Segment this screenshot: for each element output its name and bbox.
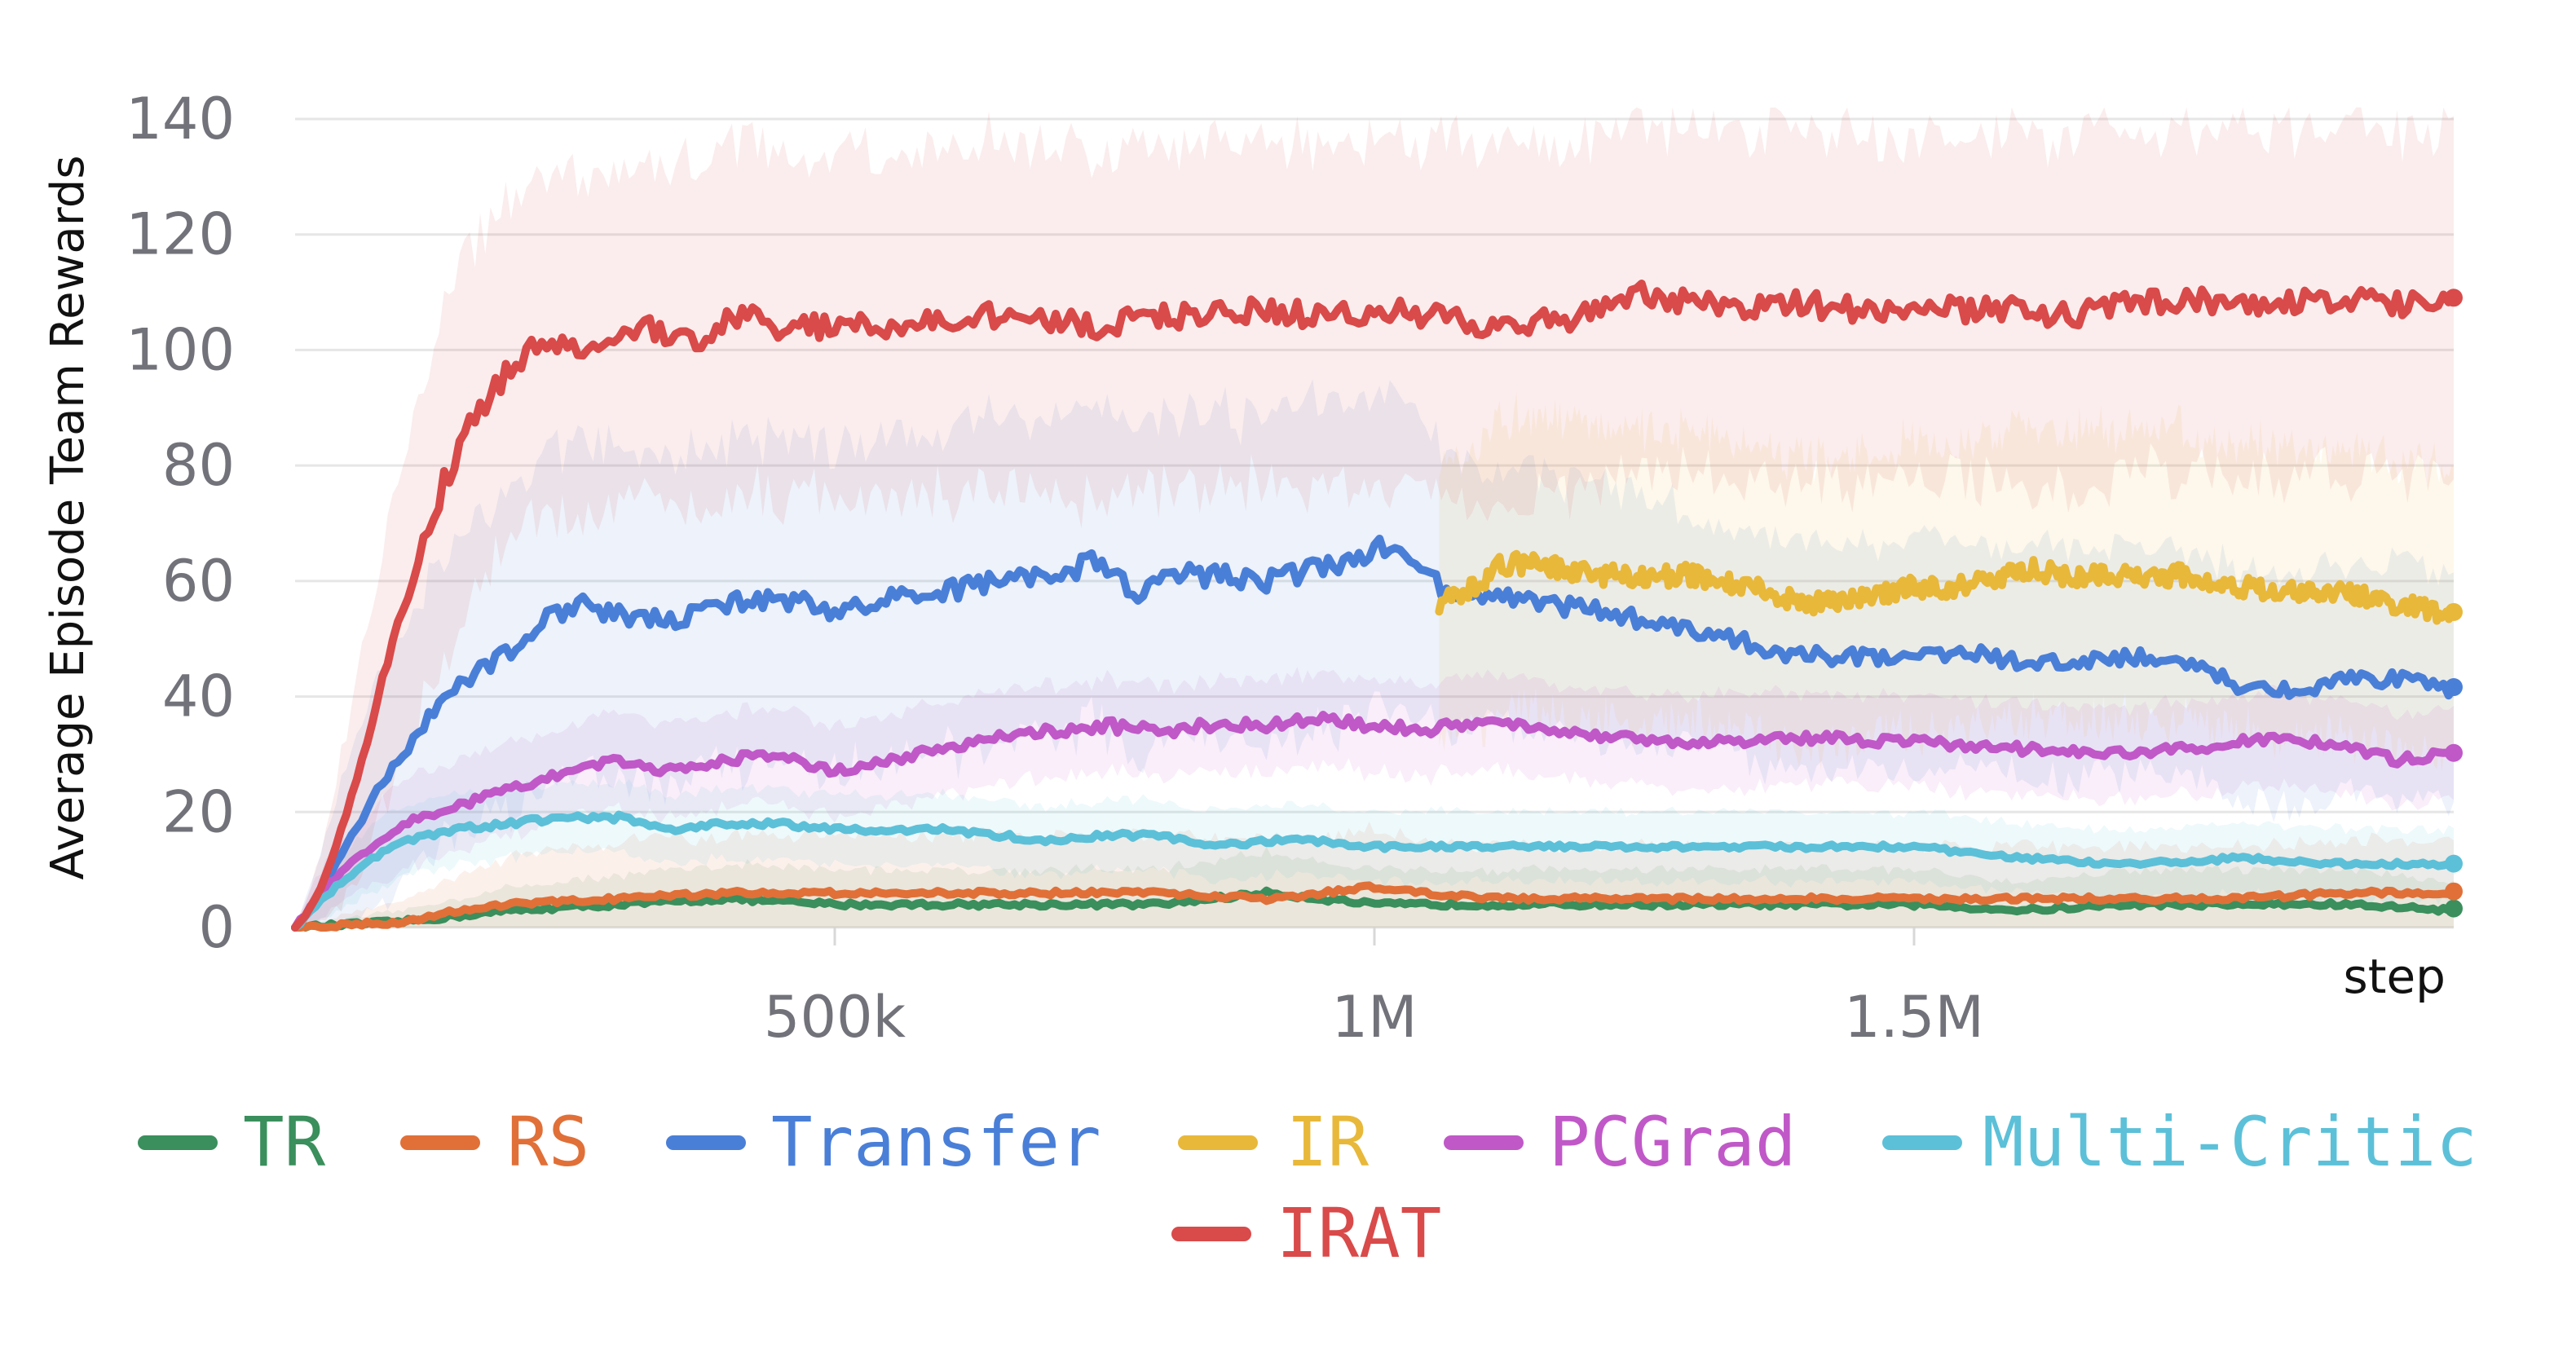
series-line-ir [1435, 549, 2458, 625]
y-tick-label: 60 [162, 548, 235, 615]
legend-label: RS [507, 1102, 589, 1182]
y-axis-title: Average Episode Team Rewards [42, 155, 95, 879]
y-tick-label: 0 [198, 894, 235, 961]
legend: TR RS Transfer IR PCGrad Multi-Critic IRAT [138, 1102, 2477, 1273]
legend-item-ir: IR [1178, 1102, 1370, 1182]
y-tick-label: 120 [126, 201, 235, 268]
series-line-multi-critic [291, 810, 2458, 932]
endpoint-multi-critic [2445, 854, 2463, 873]
endpoint-irat [2445, 289, 2463, 307]
legend-label: PCGrad [1549, 1102, 1796, 1182]
legend-item-tr: TR [138, 1102, 326, 1182]
confidence-bands [295, 107, 2454, 928]
series-line-irat [291, 280, 2458, 932]
series-lines [291, 280, 2458, 932]
x-tick-label: 1.5M [1844, 984, 1984, 1051]
endpoint-tr [2445, 899, 2463, 918]
band-irat [295, 107, 2454, 928]
legend-item-transfer: Transfer [666, 1102, 1101, 1182]
x-tick-label: 1M [1332, 984, 1418, 1051]
series-line-pcgrad [291, 711, 2458, 932]
legend-label: Multi-Critic [1983, 1102, 2477, 1182]
y-tick-label: 140 [126, 86, 235, 152]
gridlines [295, 117, 2454, 929]
x-axis-title: step [2344, 949, 2446, 1004]
x-tick-label: 500k [764, 984, 906, 1051]
legend-item-multi-critic: Multi-Critic [1882, 1102, 2477, 1182]
series-line-rs [291, 881, 2458, 932]
y-axis-tick-labels: 0 20 40 60 80 100 120 140 [126, 86, 235, 961]
legend-item-pcgrad: PCGrad [1444, 1102, 1796, 1182]
legend-label: TR [243, 1102, 326, 1182]
series-endpoints [2445, 289, 2463, 918]
legend-label: IR [1286, 1102, 1370, 1182]
band-transfer [295, 379, 2454, 928]
legend-label: Transfer [771, 1102, 1101, 1182]
legend-item-irat: IRAT [1171, 1193, 1441, 1273]
band-multi-critic [295, 778, 2454, 928]
x-axis-tick-labels: 500k 1M 1.5M [764, 928, 1984, 1051]
endpoint-rs [2445, 882, 2463, 901]
y-tick-label: 40 [162, 663, 235, 730]
y-tick-label: 20 [162, 778, 235, 845]
series-line-transfer [291, 535, 2458, 932]
endpoint-ir [2445, 602, 2463, 621]
y-tick-label: 80 [162, 432, 235, 499]
legend-item-rs: RS [400, 1102, 589, 1182]
endpoint-transfer [2445, 678, 2463, 697]
legend-label: IRAT [1277, 1193, 1441, 1273]
y-tick-label: 100 [126, 316, 235, 383]
band-pcgrad [295, 667, 2454, 928]
endpoint-pcgrad [2445, 743, 2463, 762]
